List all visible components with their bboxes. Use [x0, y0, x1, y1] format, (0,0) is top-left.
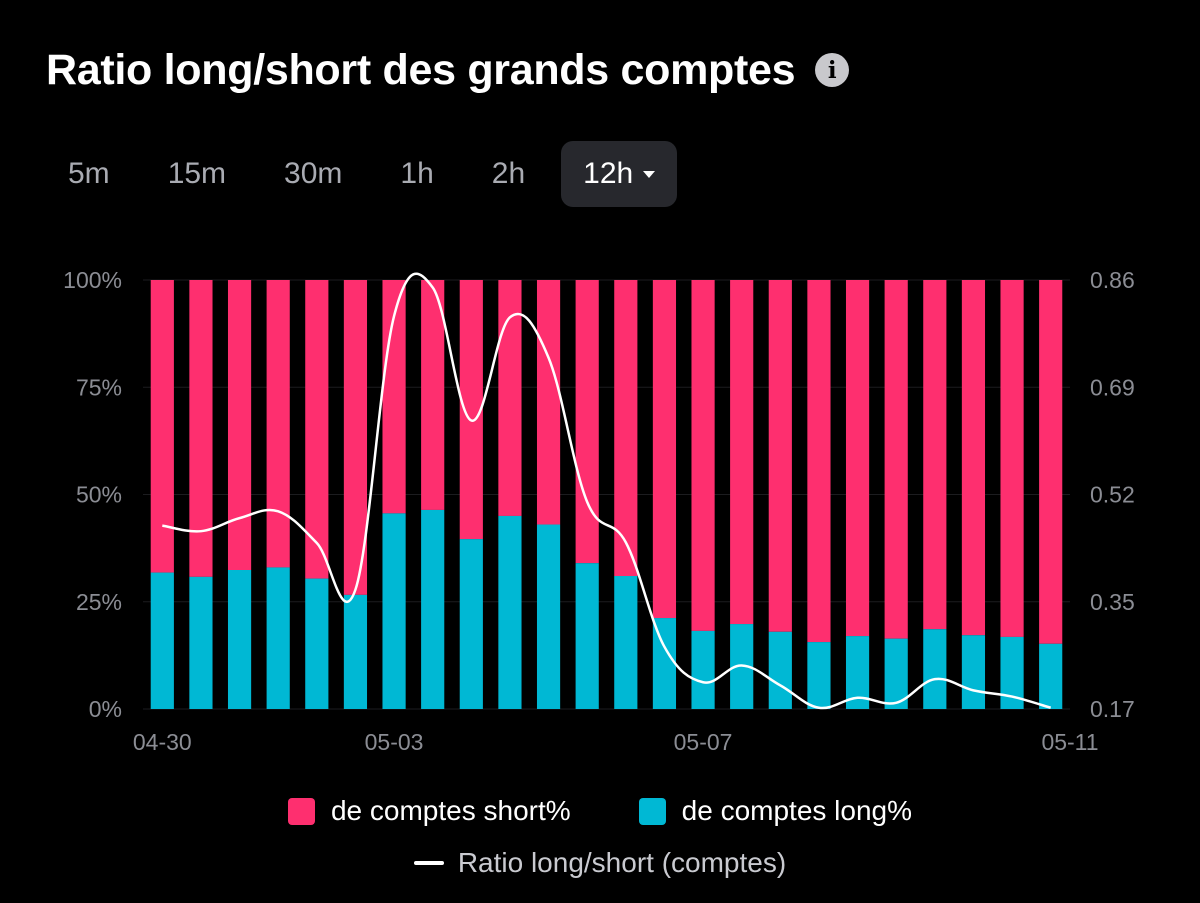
bar-short — [498, 280, 522, 516]
axes: 0% 0.17 25% 0.35 50% 0.52 75% 0.69 100% 0.86 04-30… — [63, 267, 1135, 755]
legend-swatch-short — [287, 797, 315, 825]
bar-long — [536, 524, 561, 709]
chart-title: Ratio long/short des grands comptes — [46, 45, 796, 94]
bar-long — [1039, 643, 1063, 709]
y-left-tick-label: 100% — [63, 267, 122, 293]
tab-label: 12h — [583, 157, 634, 190]
bar-long — [807, 642, 831, 709]
bar-short — [536, 280, 561, 525]
legend-item-short[interactable]: de comptes short% — [287, 795, 571, 827]
y-right-tick-label: 0.17 — [1090, 696, 1135, 722]
bar-short — [189, 280, 213, 577]
x-tick-label: 05-07 — [674, 729, 733, 755]
legend-row-bars: de comptes short% de comptes long% — [0, 785, 1200, 837]
bar-short — [961, 280, 986, 636]
bar-short — [923, 280, 947, 630]
y-left-tick-label: 75% — [76, 374, 122, 400]
bars — [150, 280, 1063, 709]
bar-long — [652, 618, 677, 709]
timeframe-tabs: 5m 15m 30m 1h 2h 12h — [46, 140, 691, 208]
bar-short — [614, 280, 638, 577]
bar-long — [382, 513, 406, 709]
bar-short — [768, 280, 792, 632]
chevron-down-icon — [643, 170, 656, 178]
x-tick-label: 05-11 — [1041, 729, 1098, 755]
bar-long — [227, 570, 252, 709]
bar-long — [575, 563, 599, 709]
bar-short — [691, 280, 715, 631]
bar-long — [1000, 636, 1024, 709]
legend-swatch-long — [638, 797, 666, 825]
bar-short — [382, 280, 406, 514]
x-tick-label: 05-03 — [365, 729, 424, 755]
legend-label-short: de comptes short% — [330, 795, 571, 826]
bar-long — [614, 576, 638, 709]
bar-short — [845, 280, 870, 637]
y-right-tick-label: 0.86 — [1090, 267, 1135, 293]
tab-label: 30m — [284, 157, 343, 190]
tab-1h[interactable]: 1h — [378, 141, 455, 207]
bar-short — [343, 280, 368, 595]
bar-long — [189, 576, 213, 709]
tab-label: 15m — [167, 157, 227, 190]
bar-long — [150, 572, 174, 709]
bar-short — [459, 280, 483, 540]
y-left-tick-label: 50% — [76, 482, 122, 508]
legend: de comptes short% de comptes long% Ratio… — [0, 785, 1200, 889]
y-left-tick-label: 25% — [76, 589, 122, 615]
y-right-tick-label: 0.52 — [1090, 482, 1135, 508]
bar-short — [305, 280, 329, 579]
y-right-tick-label: 0.35 — [1090, 589, 1135, 615]
y-left-tick-label: 0% — [89, 696, 122, 722]
ratio-line — [162, 272, 1052, 710]
y-right-tick-label: 0.69 — [1090, 374, 1135, 400]
title-row: Ratio long/short des grands comptes i — [46, 38, 850, 102]
tab-12h-dropdown[interactable]: 12h — [561, 141, 678, 207]
bar-short — [227, 280, 252, 571]
bar-long — [845, 636, 870, 709]
legend-label-ratio: Ratio long/short (comptes) — [457, 847, 787, 878]
legend-item-long[interactable]: de comptes long% — [638, 795, 913, 827]
tab-2h[interactable]: 2h — [470, 141, 547, 207]
bar-short — [884, 280, 908, 639]
bar-long — [768, 631, 792, 709]
bar-long — [884, 638, 908, 709]
tab-label: 1h — [400, 157, 434, 190]
x-tick-label: 04-30 — [133, 729, 192, 755]
bar-short — [575, 280, 599, 564]
bar-short — [807, 280, 831, 643]
bar-long — [459, 539, 483, 709]
bar-short — [150, 280, 174, 573]
bar-short — [421, 280, 445, 510]
tab-5m[interactable]: 5m — [46, 141, 132, 207]
bar-long — [305, 578, 329, 709]
bar-long — [343, 594, 368, 709]
bar-short — [1000, 280, 1024, 637]
legend-swatch-ratio — [413, 861, 444, 865]
bar-long — [498, 515, 522, 709]
ratio-line-layer — [162, 272, 1052, 710]
legend-row-line: Ratio long/short (comptes) — [0, 837, 1200, 889]
tab-15m[interactable]: 15m — [146, 141, 248, 207]
legend-item-ratio[interactable]: Ratio long/short (comptes) — [413, 847, 787, 879]
bar-long — [923, 629, 947, 709]
stacked-bar-chart: 0% 0.17 25% 0.35 50% 0.52 75% 0.69 100% 0.86 04-30… — [63, 267, 1135, 755]
gridlines — [143, 279, 1070, 710]
bar-short — [652, 280, 677, 619]
bar-short — [1039, 280, 1063, 644]
tab-label: 5m — [68, 157, 110, 190]
bar-short — [266, 280, 290, 568]
bar-short — [730, 280, 754, 625]
bar-long — [691, 630, 715, 709]
bar-long — [961, 635, 986, 709]
info-icon[interactable]: i — [815, 53, 850, 87]
tab-30m[interactable]: 30m — [262, 141, 364, 207]
bar-long — [266, 567, 290, 709]
bar-long — [421, 509, 445, 709]
legend-label-long: de comptes long% — [681, 795, 913, 826]
tab-label: 2h — [491, 157, 526, 190]
